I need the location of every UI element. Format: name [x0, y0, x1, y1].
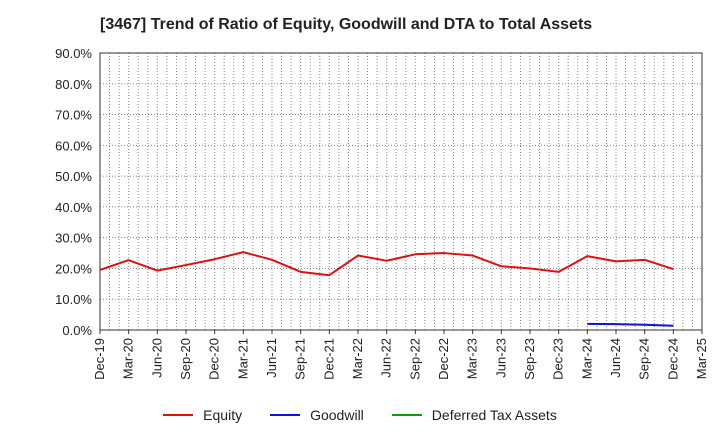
x-tick-label: Dec-22: [436, 338, 451, 380]
x-tick-label: Sep-24: [637, 338, 652, 380]
legend-swatch: [163, 414, 194, 416]
y-tick-label: 40.0%: [55, 200, 92, 215]
legend-swatch: [270, 414, 301, 416]
x-tick-label: Sep-21: [293, 338, 308, 380]
x-tick-label: Dec-20: [207, 338, 222, 380]
legend-item-deferred-tax-assets: Deferred Tax Assets: [391, 407, 557, 423]
x-tick-label: Mar-21: [235, 338, 250, 379]
y-tick-label: 90.0%: [55, 46, 92, 61]
x-tick-label: Sep-23: [522, 338, 537, 380]
y-tick-label: 80.0%: [55, 77, 92, 92]
x-tick-label: Jun-21: [264, 338, 279, 378]
x-tick-label: Mar-25: [694, 338, 709, 379]
legend-item-equity: Equity: [163, 407, 242, 423]
x-tick-label: Dec-19: [92, 338, 107, 380]
x-tick-label: Jun-24: [608, 338, 623, 378]
series-lines: [99, 251, 674, 327]
y-tick-label: 10.0%: [55, 292, 92, 307]
legend: Equity Goodwill Deferred Tax Assets: [0, 404, 720, 426]
x-tick-label: Jun-23: [493, 338, 508, 378]
legend-label: Goodwill: [310, 407, 364, 423]
plot-frame: [99, 52, 703, 331]
x-tick-label: Mar-22: [350, 338, 365, 379]
x-tick-label: Dec-24: [665, 338, 680, 380]
y-tick-label: 50.0%: [55, 169, 92, 184]
gridlines: [100, 53, 702, 330]
x-tick-label: Dec-23: [551, 338, 566, 380]
x-tick-label: Mar-23: [465, 338, 480, 379]
axes: [99, 52, 703, 334]
x-tick-label: Mar-24: [579, 338, 594, 379]
legend-label: Equity: [203, 407, 243, 423]
series-line-equity: [99, 251, 674, 277]
x-tick-label: Jun-22: [379, 338, 394, 378]
y-tick-label: 30.0%: [55, 231, 92, 246]
x-tick-label: Mar-20: [121, 338, 136, 379]
legend-item-goodwill: Goodwill: [270, 407, 364, 423]
x-tick-label: Jun-20: [149, 338, 164, 378]
x-tick-label: Dec-21: [321, 338, 336, 380]
y-tick-label: 70.0%: [55, 108, 92, 123]
y-tick-label: 0.0%: [62, 323, 92, 338]
x-tick-label: Sep-20: [178, 338, 193, 380]
y-tick-label: 60.0%: [55, 138, 92, 153]
tick-labels: 0.0% 10.0% 20.0% 30.0% 40.0% 50.0% 60.0% 70.0% 8…: [55, 46, 709, 380]
x-tick-label: Sep-22: [407, 338, 422, 380]
series-line-goodwill: [587, 322, 674, 327]
legend-label: Deferred Tax Assets: [431, 407, 557, 423]
y-tick-label: 20.0%: [55, 261, 92, 276]
legend-swatch: [391, 414, 422, 416]
chart-title: [3467] Trend of Ratio of Equity, Goodwil…: [100, 16, 593, 33]
